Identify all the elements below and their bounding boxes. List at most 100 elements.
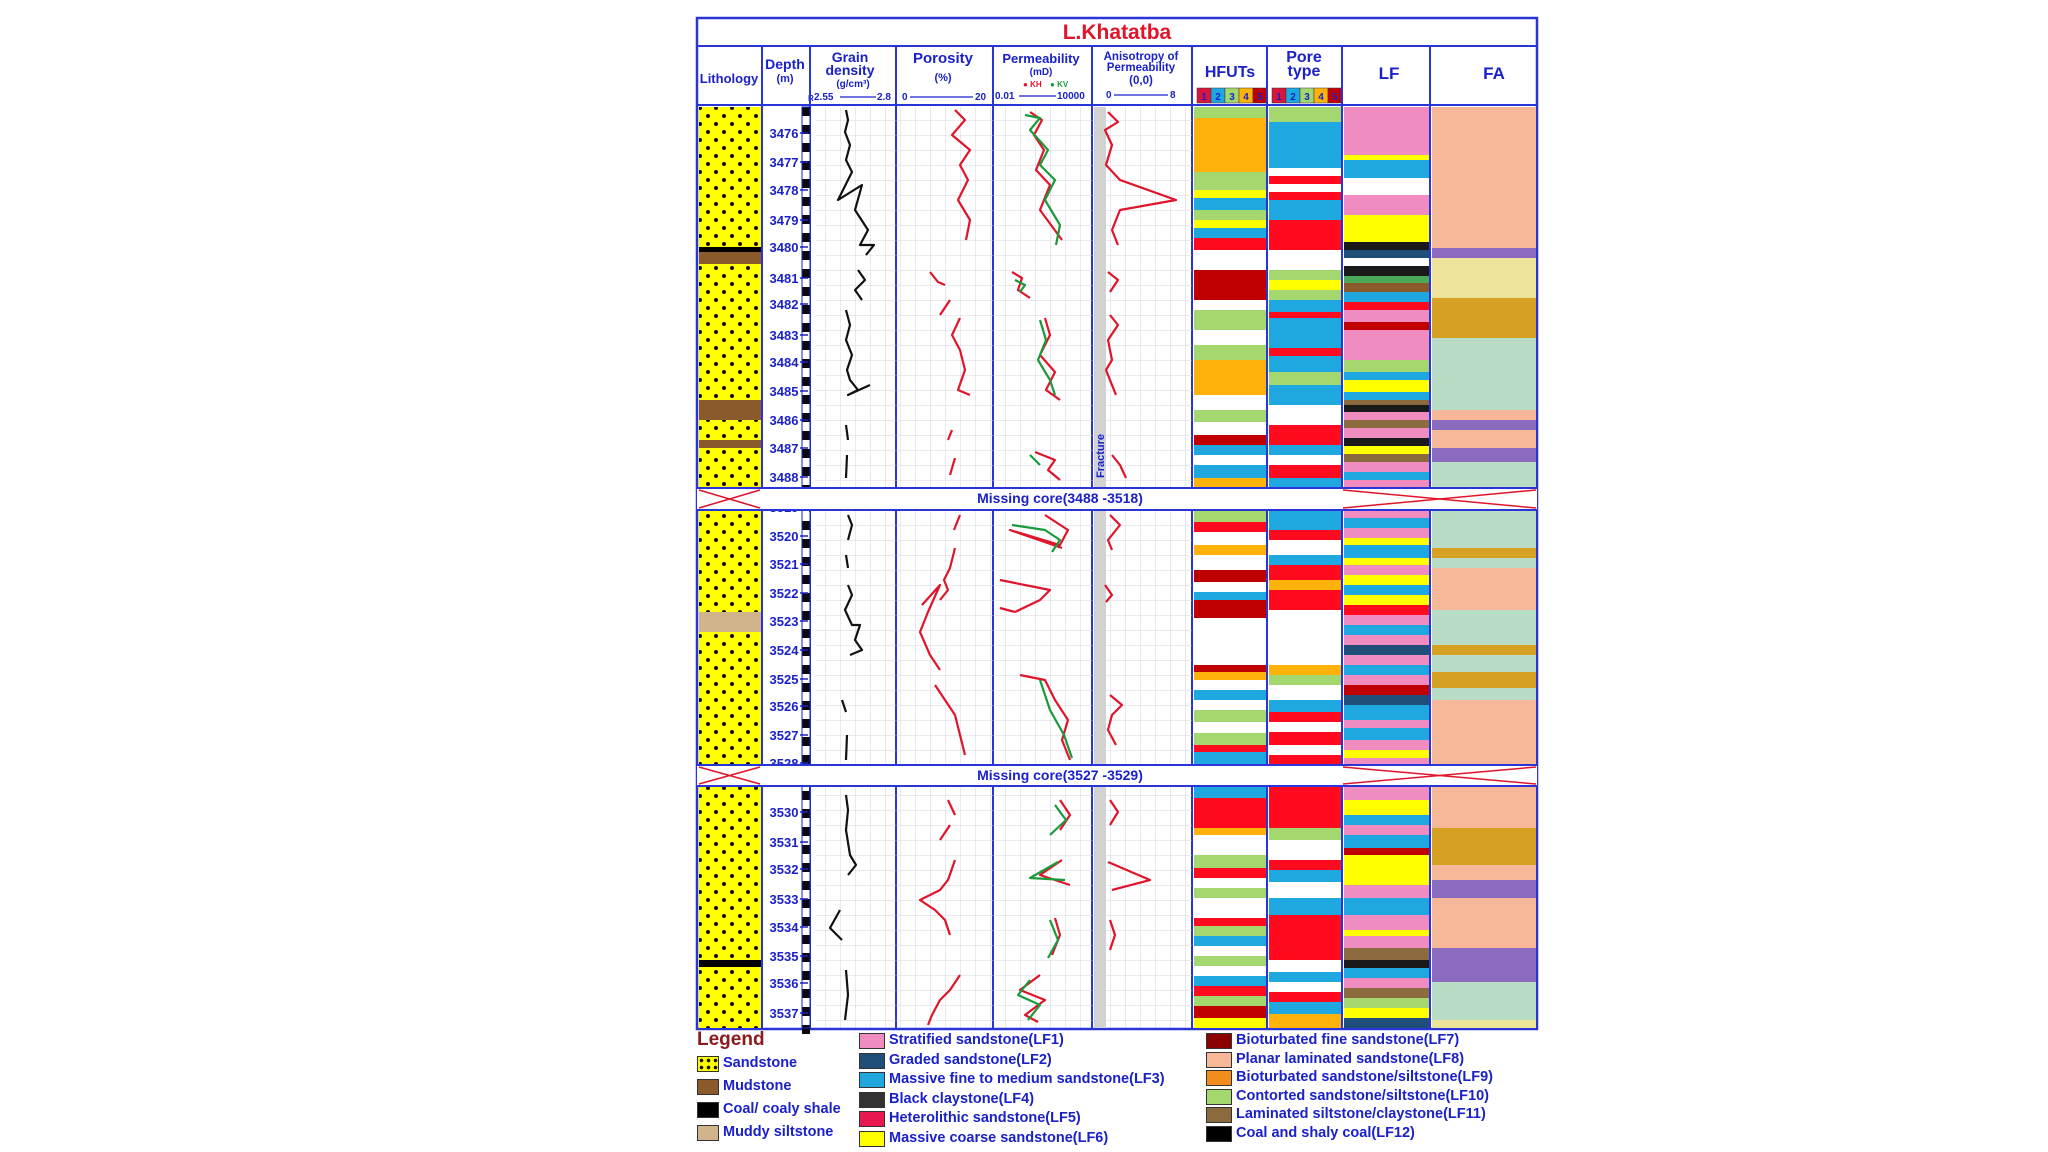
- permeability-kv-curve: [1028, 861, 1066, 882]
- fa-band: [1432, 258, 1536, 298]
- hfut-band: [1194, 198, 1266, 210]
- pore-type-band: [1269, 348, 1341, 356]
- pore-type-band: [1269, 318, 1341, 348]
- depth-label: 3536: [770, 976, 799, 991]
- header-porosity-unit: (%): [934, 72, 951, 84]
- lithology-bed-mud: [699, 440, 761, 448]
- recovery-cell: [802, 341, 810, 350]
- lf-band: [1344, 728, 1429, 740]
- permeability-kh-curve: [1050, 917, 1062, 956]
- recovery-cell: [802, 737, 810, 746]
- hfut-band: [1194, 172, 1266, 190]
- recovery-cell: [802, 791, 810, 800]
- lf-band: [1344, 462, 1429, 472]
- fa-band: [1432, 420, 1536, 430]
- recovery-cell: [802, 458, 810, 467]
- recovery-cell: [802, 449, 810, 458]
- recovery-cell: [802, 1007, 810, 1016]
- kv-label: ● KV: [1050, 80, 1069, 89]
- lf-band: [1344, 575, 1429, 585]
- recovery-cell: [802, 179, 810, 188]
- recovery-cell: [802, 521, 810, 530]
- recovery-cell: [802, 629, 810, 638]
- recovery-cell: [802, 944, 810, 953]
- pore-type-band: [1269, 122, 1341, 168]
- hfut-band: [1194, 946, 1266, 956]
- hfut-band: [1194, 786, 1266, 798]
- header-lf: LF: [1379, 64, 1400, 83]
- depth-label: 3522: [770, 586, 799, 601]
- recovery-cell: [802, 224, 810, 233]
- hfut-band: [1194, 918, 1266, 926]
- depth-label: 3526: [770, 699, 799, 714]
- recovery-cell: [802, 548, 810, 557]
- legend-swatch: [859, 1111, 885, 1127]
- hfut-band: [1194, 228, 1266, 238]
- hfut-scale-chip-label: 1: [1201, 92, 1207, 103]
- lf-band: [1344, 392, 1429, 400]
- permeability-kv-curve: [1049, 804, 1068, 836]
- log-title: L.Khatatba: [1063, 21, 1172, 44]
- aniso-min-label: 0: [1106, 90, 1112, 101]
- recovery-cell: [802, 845, 810, 854]
- lf-band: [1344, 885, 1429, 898]
- hfut-band: [1194, 710, 1266, 722]
- hfut-band: [1194, 926, 1266, 936]
- hfut-column: [1194, 107, 1266, 1028]
- lithology-bed-sand: [699, 510, 761, 612]
- fa-band: [1432, 835, 1536, 865]
- hfut-band: [1194, 888, 1266, 898]
- pore-type-band: [1269, 455, 1341, 465]
- recovery-cell: [802, 161, 810, 170]
- legend-label: Stratified sandstone(LF1): [889, 1032, 1064, 1048]
- recovery-cell: [802, 557, 810, 566]
- hfut-band: [1194, 310, 1266, 330]
- recovery-cell: [802, 971, 810, 980]
- hfut-band: [1194, 190, 1266, 198]
- legend-title: Legend: [697, 1029, 765, 1050]
- recovery-cell: [802, 476, 810, 485]
- pore-type-band: [1269, 732, 1341, 745]
- header-density-unit: (g/cm³): [836, 79, 869, 90]
- recovery-cell: [802, 656, 810, 665]
- lf-band: [1344, 898, 1429, 915]
- depth-label: 3535: [770, 949, 799, 964]
- lf-band: [1344, 250, 1429, 258]
- pore-type-band: [1269, 665, 1341, 675]
- hfut-band: [1194, 835, 1266, 855]
- porosity-curve: [926, 974, 961, 1026]
- lf-band: [1344, 786, 1429, 800]
- hfut-scale-chip-label: 5: [1257, 92, 1263, 103]
- pore-type-band: [1269, 356, 1341, 372]
- permeability-kh-curve: [999, 578, 1052, 613]
- lf-band: [1344, 545, 1429, 558]
- porosity-max-label: 20: [975, 92, 987, 103]
- porosity-curve: [950, 109, 972, 241]
- density-min-label: 2.55: [814, 92, 834, 103]
- header-depth-unit: (m): [776, 73, 793, 85]
- recovery-cell: [802, 575, 810, 584]
- recovery-cell: [802, 116, 810, 125]
- lf-band: [1344, 330, 1429, 345]
- aniso-max-label: 8: [1170, 90, 1176, 101]
- pore-type-band: [1269, 870, 1341, 882]
- fracture-label: Fracture: [1095, 434, 1107, 478]
- recovery-cell: [802, 593, 810, 602]
- lithology-column: [699, 107, 761, 1028]
- pore-type-column: [1269, 107, 1341, 1028]
- pore-type-band: [1269, 465, 1341, 478]
- header-permeability-unit: (mD): [1030, 67, 1053, 78]
- recovery-cell: [802, 710, 810, 719]
- lf-band: [1344, 705, 1429, 720]
- legend-swatch: [859, 1130, 885, 1147]
- hfut-band: [1194, 435, 1266, 445]
- lf-band: [1344, 848, 1429, 855]
- permeability-kv-curve: [1029, 454, 1041, 466]
- hfut-band: [1194, 798, 1266, 828]
- pore-type-band: [1269, 992, 1341, 1002]
- legend-swatch: [1206, 1033, 1232, 1049]
- core-recovery-column: [801, 106, 811, 1034]
- plot-grids: [816, 107, 1192, 1028]
- recovery-cell: [802, 692, 810, 701]
- pore-scale-chip-label: 1: [1276, 92, 1282, 103]
